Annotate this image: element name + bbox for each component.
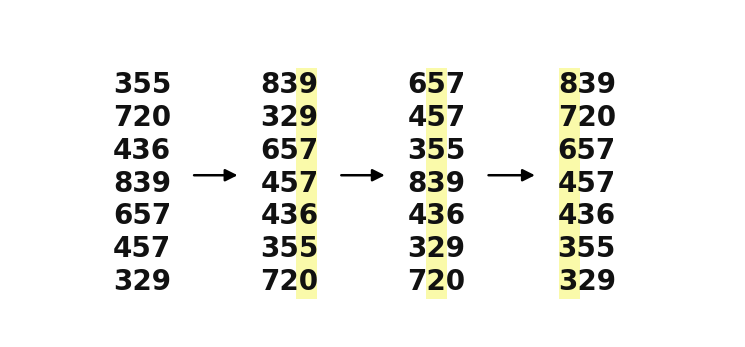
Text: 436: 436 xyxy=(260,202,319,230)
Text: 329: 329 xyxy=(113,268,171,296)
Text: 436: 436 xyxy=(558,202,616,230)
Text: 457: 457 xyxy=(558,170,616,197)
Text: 720: 720 xyxy=(260,268,319,296)
Text: 355: 355 xyxy=(557,235,616,263)
Text: 839: 839 xyxy=(558,71,616,99)
Text: 329: 329 xyxy=(558,268,616,296)
Text: 457: 457 xyxy=(260,170,319,197)
Bar xyxy=(296,68,317,299)
Text: 355: 355 xyxy=(113,71,171,99)
Text: 720: 720 xyxy=(558,104,616,132)
Bar xyxy=(559,68,580,299)
Text: 436: 436 xyxy=(113,137,171,165)
Text: 657: 657 xyxy=(408,71,466,99)
Text: 720: 720 xyxy=(113,104,171,132)
Bar xyxy=(426,68,448,299)
Text: 839: 839 xyxy=(261,71,318,99)
Text: 457: 457 xyxy=(408,104,466,132)
Text: 657: 657 xyxy=(260,137,319,165)
Text: 657: 657 xyxy=(113,202,171,230)
Text: 355: 355 xyxy=(260,235,319,263)
Text: 329: 329 xyxy=(408,235,466,263)
Text: 839: 839 xyxy=(113,170,171,197)
Text: 457: 457 xyxy=(113,235,171,263)
Text: 329: 329 xyxy=(261,104,318,132)
Text: 436: 436 xyxy=(408,202,466,230)
Text: 657: 657 xyxy=(558,137,616,165)
Text: 839: 839 xyxy=(408,170,466,197)
Text: 355: 355 xyxy=(408,137,466,165)
Text: 720: 720 xyxy=(408,268,466,296)
